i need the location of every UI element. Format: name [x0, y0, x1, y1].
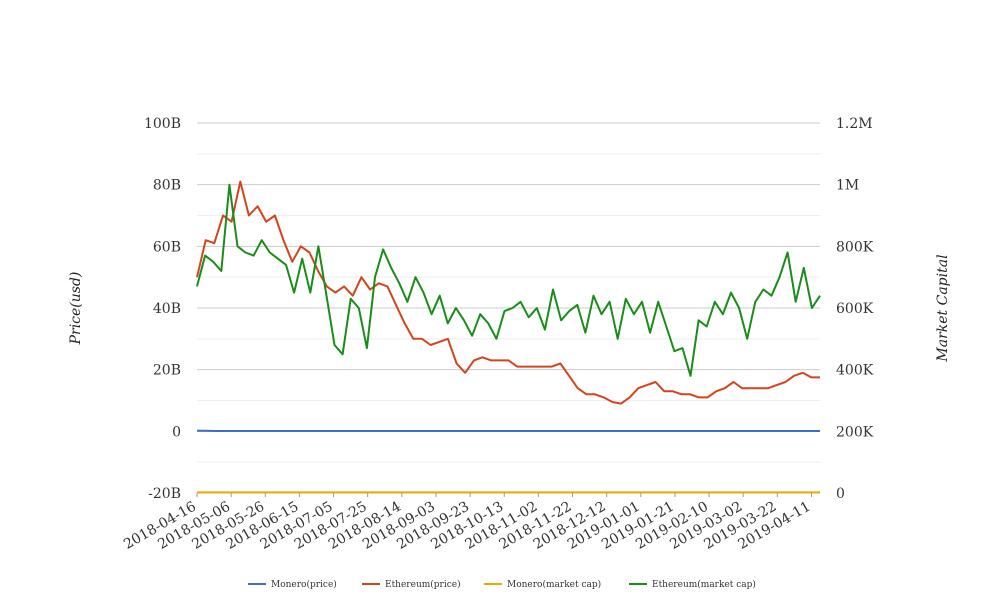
y-left-tick-label: 60B	[153, 239, 181, 255]
y-left-tick-label: 100B	[144, 116, 181, 132]
y-left-tick-label: -20B	[148, 486, 181, 502]
y-right-tick-label: 600K	[836, 301, 874, 317]
y-left-tick-label: 20B	[153, 363, 181, 379]
y-right-tick-label: 1.2M	[836, 116, 873, 132]
series-line-ethereum-market-cap-	[196, 183, 821, 377]
y-right-axis-label: Market Capital	[935, 254, 951, 362]
y-right-tick-label: 800K	[836, 239, 874, 255]
legend-label: Monero(price)	[271, 579, 337, 590]
y-right-tick-label: 0	[836, 486, 845, 502]
y-left-tick-label: 40B	[153, 301, 181, 317]
y-right-tick-label: 200K	[836, 424, 874, 440]
y-left-axis-label: Price(usd)	[68, 272, 84, 346]
series-line-ethereum-price-	[196, 180, 820, 405]
legend-label: Monero(market cap)	[507, 579, 601, 590]
y-right-tick-label: 400K	[836, 363, 874, 379]
y-right-tick-label: 1M	[836, 178, 859, 194]
y-left-tick-label: 80B	[153, 178, 181, 194]
legend-label: Ethereum(market cap)	[652, 579, 756, 590]
legend-label: Ethereum(price)	[385, 579, 461, 590]
y-left-tick-label: 0	[172, 424, 181, 440]
